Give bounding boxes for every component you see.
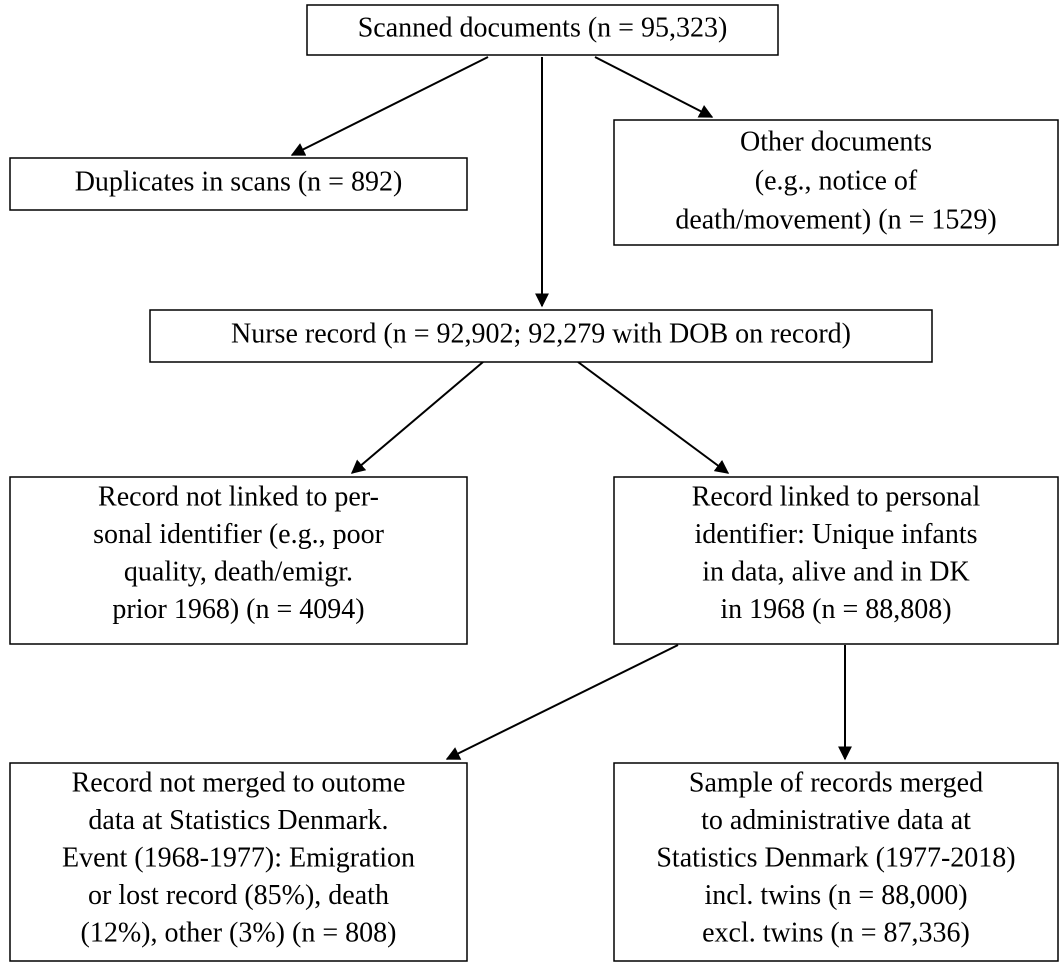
- node-label: to administrative data at: [701, 805, 971, 836]
- node-label: quality, death/emigr.: [124, 556, 353, 587]
- node-label: Scanned documents (n = 95,323): [358, 12, 728, 43]
- node-label: Statistics Denmark (1977-2018): [656, 842, 1015, 873]
- node: Nurse record (n = 92,902; 92,279 with DO…: [149, 309, 933, 363]
- node: Other documents (e.g., notice of death/mov…: [613, 119, 1059, 246]
- node-label: Event (1968-1977): Emigration: [62, 842, 415, 873]
- node-label: identifier: Unique infants: [694, 519, 977, 550]
- node-label: data at Statistics Denmark.: [88, 805, 388, 836]
- node-box: [613, 476, 1059, 645]
- node-label: or lost record (85%), death: [88, 880, 389, 911]
- arrow: [445, 644, 679, 760]
- node-label: Nurse record (n = 92,902; 92,279 with DO…: [231, 318, 851, 349]
- node-label: in data, alive and in DK: [702, 556, 969, 587]
- node-box: [9, 476, 468, 645]
- node-label: Duplicates in scans (n = 892): [75, 166, 403, 197]
- node-label: Sample of records merged: [689, 767, 983, 798]
- node-label: in 1968 (n = 88,808): [720, 594, 951, 625]
- node: Sample of records merged to administrativ…: [613, 762, 1059, 962]
- node-label: sonal identifier (e.g., poor: [93, 519, 384, 550]
- node: Record linked to personal identifier: Uni…: [613, 476, 1059, 645]
- arrow: [594, 56, 714, 118]
- node-label: (12%), other (3%) (n = 808): [81, 917, 397, 948]
- node-label: (e.g., notice of: [755, 165, 918, 196]
- node-label: prior 1968) (n = 4094): [112, 594, 364, 625]
- arrow: [290, 56, 489, 156]
- node: Record not merged to outome data at Stati…: [9, 762, 468, 962]
- node-label: death/movement) (n = 1529): [675, 204, 996, 235]
- arrow: [350, 361, 484, 474]
- node-label: Record linked to personal: [692, 481, 981, 512]
- node-box: [149, 309, 933, 363]
- node: Record not linked to per-sonal identifie…: [9, 476, 468, 645]
- edges: [290, 56, 852, 761]
- node: Scanned documents (n = 95,323): [306, 4, 779, 56]
- node-label: incl. twins (n = 88,000): [704, 880, 967, 911]
- node: Duplicates in scans (n = 892): [9, 157, 468, 211]
- node-box: [613, 119, 1059, 246]
- node-box: [306, 4, 779, 56]
- node-label: Other documents: [740, 126, 932, 157]
- nodes: Scanned documents (n = 95,323) Duplicates…: [9, 4, 1059, 962]
- node-label: excl. twins (n = 87,336): [702, 917, 970, 948]
- node-box: [613, 762, 1059, 962]
- arrow: [577, 361, 730, 474]
- node-box: [9, 157, 468, 211]
- node-label: Record not linked to per-: [98, 481, 379, 512]
- node-label: Record not merged to outome: [72, 767, 406, 798]
- node-box: [9, 762, 468, 962]
